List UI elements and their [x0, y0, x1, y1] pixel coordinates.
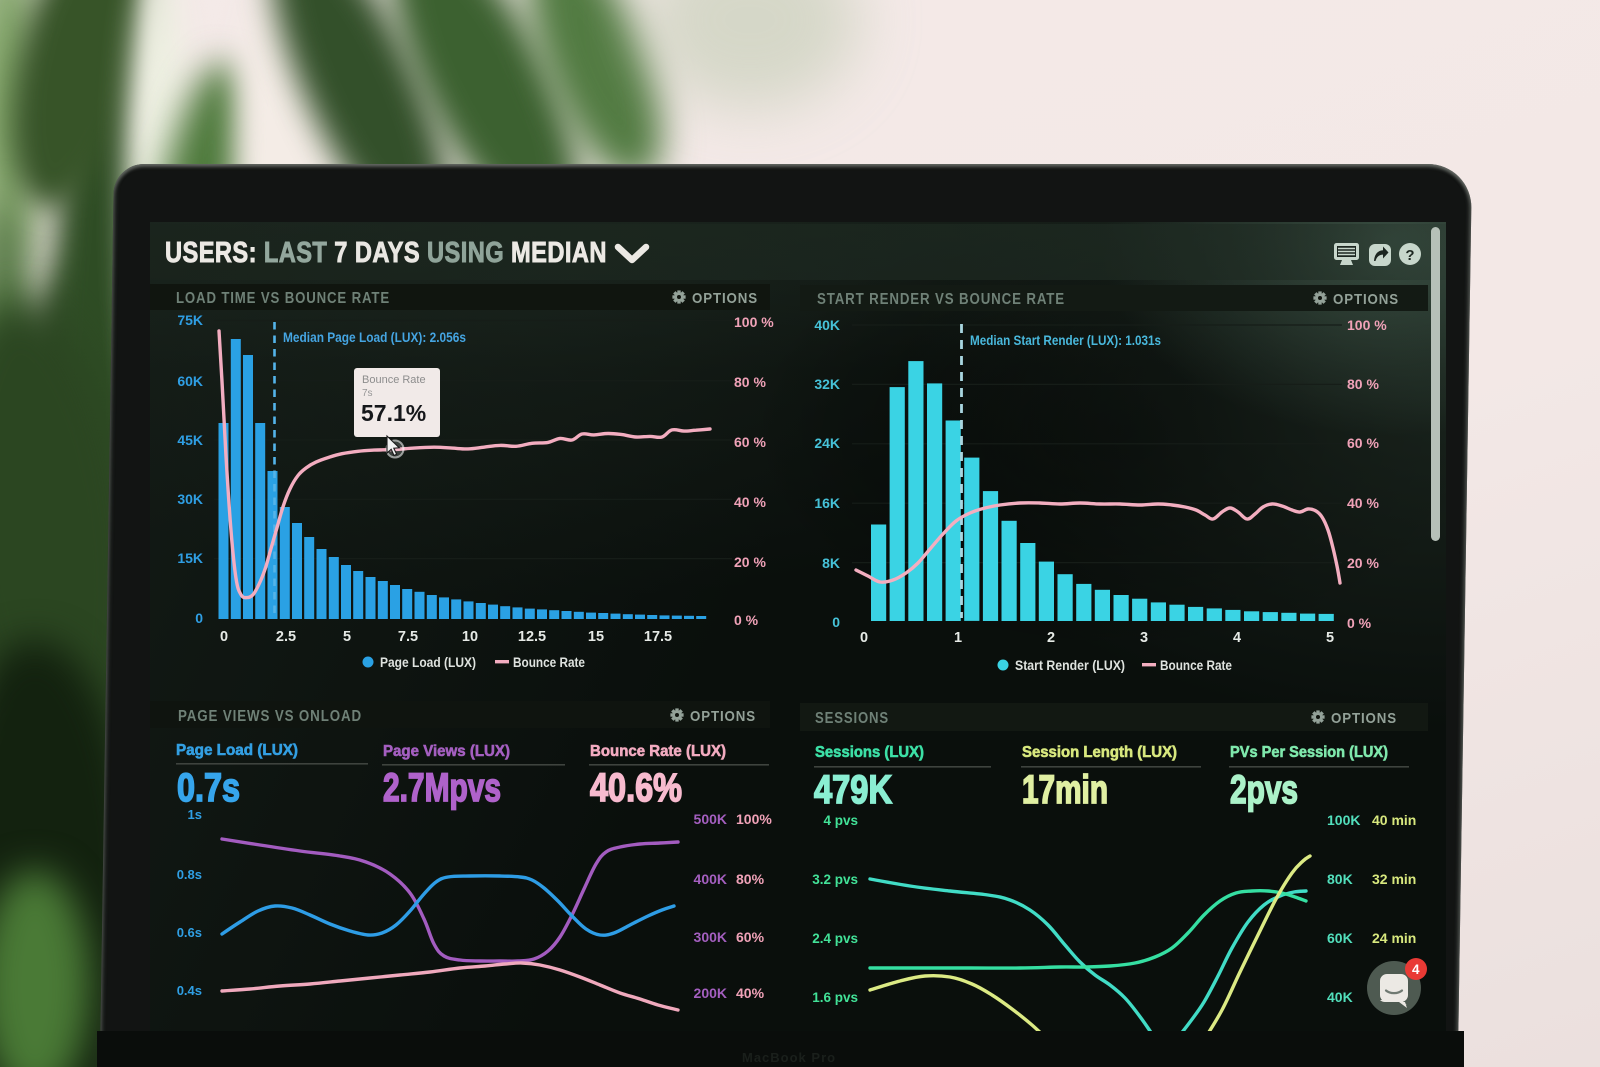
svg-text:300K: 300K	[694, 929, 727, 945]
svg-text:OPTIONS: OPTIONS	[1331, 710, 1397, 727]
svg-text:60 %: 60 %	[734, 434, 766, 450]
svg-text:Median Start Render (LUX): 1.0: Median Start Render (LUX): 1.031s	[970, 332, 1161, 348]
svg-text:5: 5	[343, 629, 351, 645]
svg-text:OPTIONS: OPTIONS	[692, 290, 758, 307]
svg-text:1: 1	[954, 630, 962, 646]
svg-text:479K: 479K	[814, 768, 892, 812]
svg-text:Bounce Rate: Bounce Rate	[513, 655, 585, 670]
svg-text:OPTIONS: OPTIONS	[1333, 291, 1399, 308]
svg-text:Sessions (LUX): Sessions (LUX)	[815, 744, 924, 761]
svg-text:60 %: 60 %	[1347, 435, 1379, 451]
svg-text:40 %: 40 %	[1347, 495, 1379, 511]
svg-text:4 pvs: 4 pvs	[823, 813, 858, 828]
svg-text:2.5: 2.5	[276, 629, 296, 645]
svg-text:OPTIONS: OPTIONS	[690, 708, 756, 725]
svg-text:0.7s: 0.7s	[177, 766, 240, 810]
svg-text:60K: 60K	[1327, 930, 1353, 946]
svg-text:1.6 pvs: 1.6 pvs	[812, 990, 858, 1005]
svg-text:20 %: 20 %	[1347, 555, 1379, 571]
svg-text:500K: 500K	[694, 811, 727, 827]
svg-text:80 %: 80 %	[734, 374, 766, 390]
svg-text:0 %: 0 %	[1347, 615, 1372, 631]
svg-text:80 %: 80 %	[1347, 376, 1379, 392]
svg-text:Start Render (LUX): Start Render (LUX)	[1015, 658, 1125, 673]
svg-text:5: 5	[1326, 630, 1334, 646]
svg-text:Page Load (LUX): Page Load (LUX)	[380, 655, 476, 670]
svg-text:32 min: 32 min	[1372, 871, 1416, 887]
svg-text:400K: 400K	[694, 871, 727, 887]
svg-text:0: 0	[195, 610, 203, 626]
svg-text:0: 0	[220, 629, 228, 645]
svg-text:0.8s: 0.8s	[177, 867, 202, 882]
svg-text:17.5: 17.5	[644, 629, 672, 645]
svg-text:100 %: 100 %	[734, 314, 774, 330]
svg-text:40%: 40%	[736, 985, 765, 1001]
svg-text:Session Length (LUX): Session Length (LUX)	[1022, 744, 1177, 761]
svg-text:Page Views (LUX): Page Views (LUX)	[383, 743, 510, 760]
svg-text:10: 10	[462, 629, 478, 645]
svg-text:24K: 24K	[814, 435, 840, 451]
svg-text:1s: 1s	[188, 807, 202, 822]
svg-text:Bounce Rate (LUX): Bounce Rate (LUX)	[590, 743, 726, 760]
svg-text:PAGE VIEWS VS ONLOAD: PAGE VIEWS VS ONLOAD	[178, 708, 362, 725]
svg-text:2.4 pvs: 2.4 pvs	[812, 931, 858, 946]
svg-text:45K: 45K	[177, 432, 203, 448]
svg-text:2pvs: 2pvs	[1230, 768, 1298, 812]
svg-text:0.6s: 0.6s	[177, 925, 202, 940]
svg-text:40K: 40K	[1327, 989, 1353, 1005]
svg-text:2: 2	[1047, 630, 1055, 646]
svg-text:32K: 32K	[814, 376, 840, 392]
svg-text:80%: 80%	[736, 871, 765, 887]
svg-text:Median Page Load (LUX): 2.056s: Median Page Load (LUX): 2.056s	[283, 329, 466, 345]
svg-text:200K: 200K	[694, 985, 727, 1001]
svg-text:100 %: 100 %	[1347, 317, 1387, 333]
svg-text:START RENDER VS BOUNCE RATE: START RENDER VS BOUNCE RATE	[817, 291, 1065, 308]
svg-text:30K: 30K	[177, 491, 203, 507]
svg-text:?: ?	[1405, 247, 1414, 264]
svg-text:0 %: 0 %	[734, 612, 759, 628]
svg-text:15K: 15K	[177, 550, 203, 566]
svg-text:SESSIONS: SESSIONS	[815, 710, 889, 727]
svg-text:0: 0	[860, 630, 868, 646]
svg-text:40 %: 40 %	[734, 494, 766, 510]
svg-text:75K: 75K	[177, 312, 203, 328]
svg-text:60K: 60K	[177, 373, 203, 389]
svg-text:80K: 80K	[1327, 871, 1353, 887]
svg-text:Page Load (LUX): Page Load (LUX)	[176, 742, 298, 759]
svg-text:24 min: 24 min	[1372, 930, 1416, 946]
svg-text:PVs Per Session (LUX): PVs Per Session (LUX)	[1230, 744, 1388, 761]
svg-text:7.5: 7.5	[398, 629, 418, 645]
svg-text:0: 0	[832, 614, 840, 630]
svg-text:Bounce Rate: Bounce Rate	[1160, 658, 1232, 673]
svg-text:40.6%: 40.6%	[590, 766, 682, 810]
svg-text:40K: 40K	[814, 317, 840, 333]
svg-text:2.7Mpvs: 2.7Mpvs	[383, 766, 501, 810]
svg-text:20 %: 20 %	[734, 554, 766, 570]
svg-text:100%: 100%	[736, 811, 772, 827]
svg-text:3: 3	[1140, 630, 1148, 646]
svg-text:40 min: 40 min	[1372, 812, 1416, 828]
svg-text:16K: 16K	[814, 495, 840, 511]
svg-text:0.4s: 0.4s	[177, 983, 202, 998]
svg-text:4: 4	[1233, 630, 1241, 646]
svg-text:3.2 pvs: 3.2 pvs	[812, 872, 858, 887]
svg-text:100K: 100K	[1327, 812, 1360, 828]
svg-text:12.5: 12.5	[518, 629, 546, 645]
svg-text:LOAD TIME VS BOUNCE RATE: LOAD TIME VS BOUNCE RATE	[176, 290, 390, 307]
svg-text:60%: 60%	[736, 929, 765, 945]
svg-text:15: 15	[588, 629, 604, 645]
svg-text:8K: 8K	[822, 555, 840, 571]
svg-text:17min: 17min	[1022, 768, 1108, 812]
